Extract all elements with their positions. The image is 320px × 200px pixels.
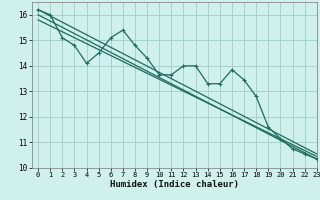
X-axis label: Humidex (Indice chaleur): Humidex (Indice chaleur): [110, 180, 239, 189]
